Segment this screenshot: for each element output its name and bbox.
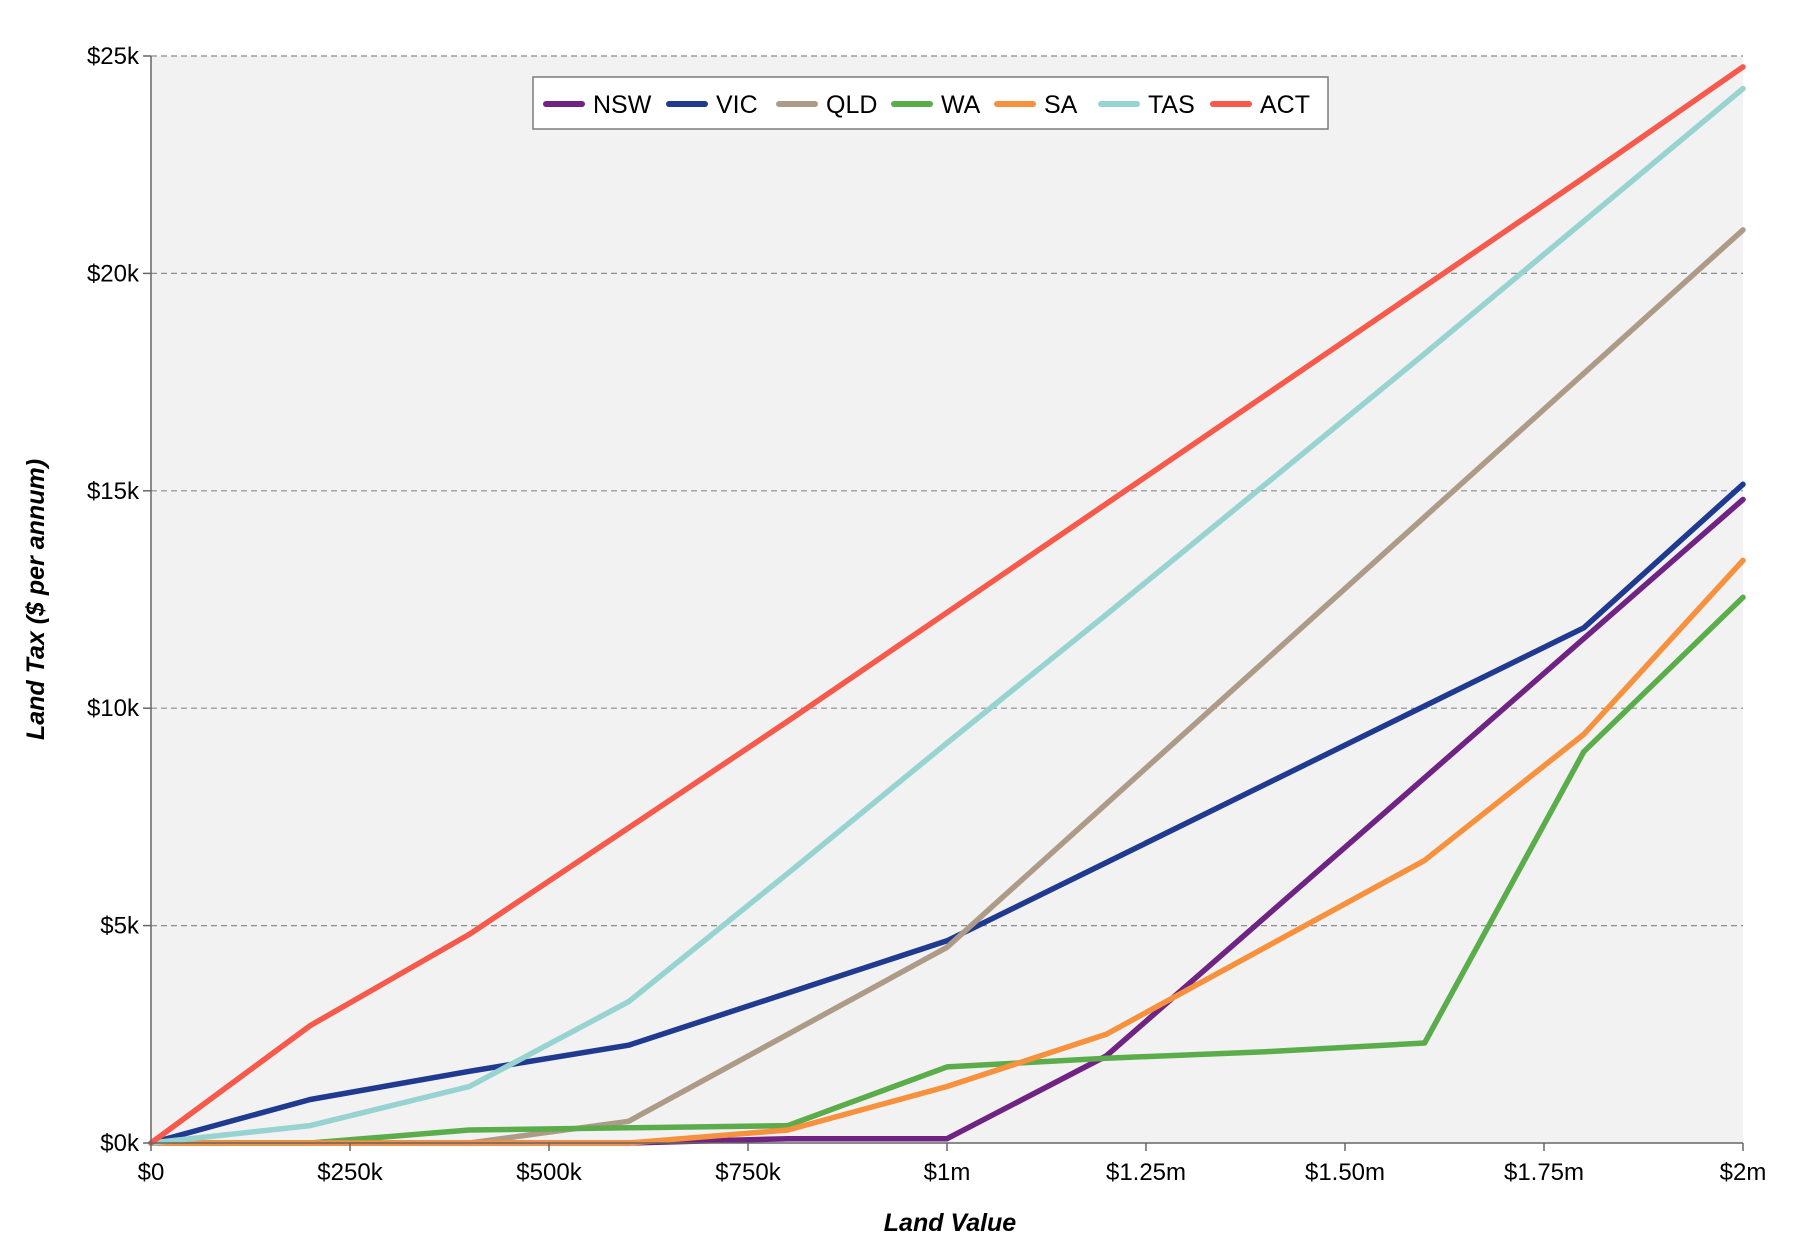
y-axis-ticks: $0k $5k $10k $15k $20k $25k bbox=[87, 43, 151, 1157]
x-tick-label: $1.50m bbox=[1305, 1159, 1385, 1186]
legend-label-wa: WA bbox=[941, 91, 981, 119]
legend-label-tas: TAS bbox=[1148, 91, 1195, 119]
x-tick-label: $1.75m bbox=[1504, 1159, 1584, 1186]
y-tick-label: $5k bbox=[100, 913, 140, 940]
x-tick-label: $750k bbox=[715, 1159, 781, 1186]
y-axis-title: Land Tax ($ per annum) bbox=[22, 459, 50, 740]
legend: NSW VIC QLD WA SA TAS ACT bbox=[532, 76, 1329, 130]
y-tick-label: $0k bbox=[100, 1130, 140, 1157]
x-tick-label: $2m bbox=[1720, 1159, 1767, 1186]
x-tick-label: $1m bbox=[924, 1159, 971, 1186]
legend-label-nsw: NSW bbox=[593, 91, 652, 119]
series-line-wa bbox=[148, 594, 1746, 1146]
y-tick-label: $20k bbox=[87, 260, 140, 287]
legend-label-sa: SA bbox=[1044, 91, 1078, 119]
legend-box bbox=[532, 76, 1329, 130]
series-line-vic bbox=[148, 481, 1746, 1146]
legend-label-qld: QLD bbox=[826, 91, 877, 119]
x-axis-title: Land Value bbox=[884, 1209, 1017, 1237]
legend-label-act: ACT bbox=[1260, 91, 1310, 119]
y-tick-label: $15k bbox=[87, 478, 140, 505]
series-line-tas bbox=[148, 85, 1746, 1146]
gridlines bbox=[151, 55, 1743, 927]
x-tick-label: $250k bbox=[317, 1159, 383, 1186]
x-tick-label: $0 bbox=[138, 1159, 165, 1186]
y-tick-label: $10k bbox=[87, 695, 140, 722]
y-tick-label: $25k bbox=[87, 43, 140, 70]
x-axis-ticks: $0 $250k $500k $750k $1m $1.25m $1.50m $1.75m $2… bbox=[138, 1143, 1767, 1186]
legend-label-vic: VIC bbox=[716, 91, 758, 119]
x-tick-label: $500k bbox=[516, 1159, 582, 1186]
x-tick-label: $1.25m bbox=[1106, 1159, 1186, 1186]
series-line-act bbox=[148, 64, 1746, 1146]
